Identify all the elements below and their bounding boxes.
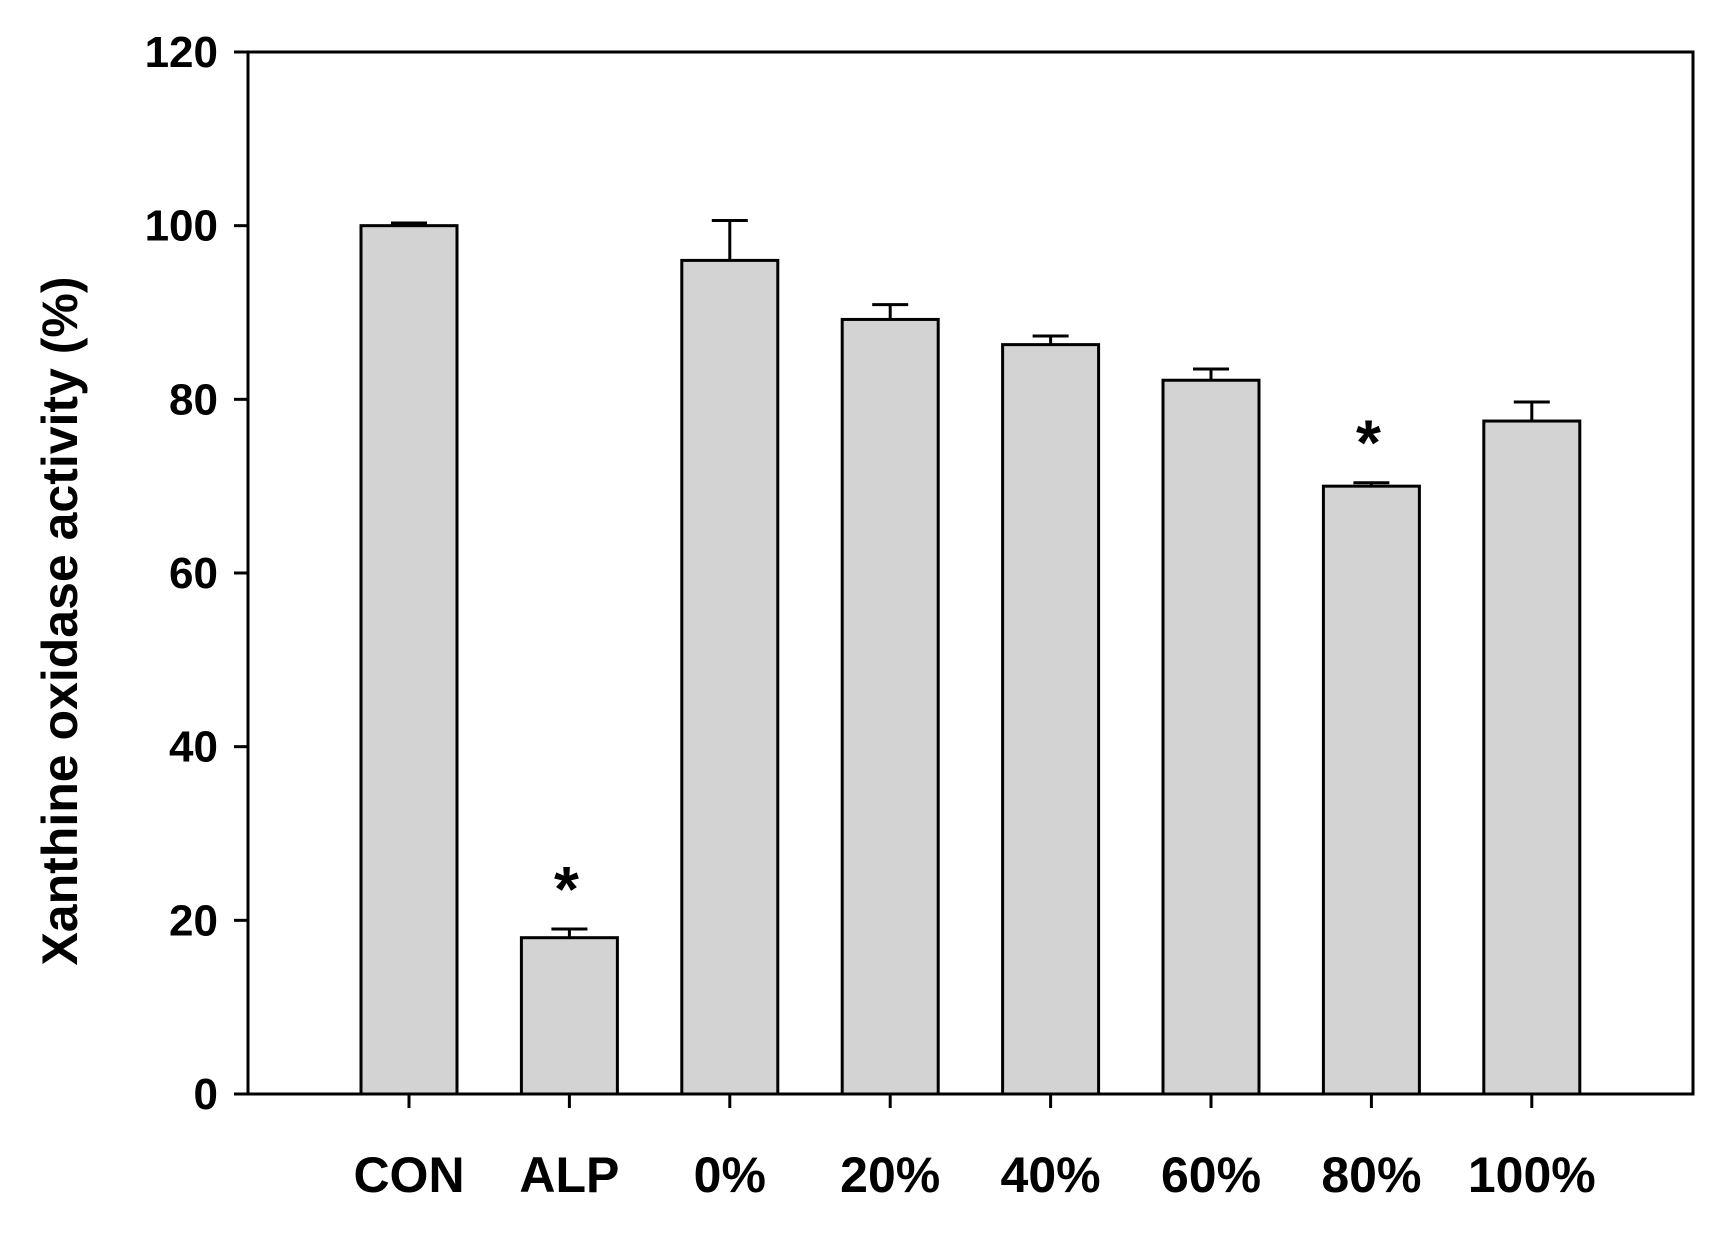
plot-frame xyxy=(246,50,1695,1096)
x-category-label: ALP xyxy=(519,1147,619,1203)
error-bars xyxy=(391,218,1550,938)
significance-star: * xyxy=(554,853,579,925)
bar xyxy=(1321,484,1421,1096)
bar xyxy=(359,224,459,1096)
y-tick-label: 100 xyxy=(145,202,218,251)
bar xyxy=(519,936,619,1096)
y-tick-label: 80 xyxy=(169,375,218,424)
y-tick-label: 40 xyxy=(169,723,218,772)
bar xyxy=(1001,343,1101,1096)
y-tick-label: 0 xyxy=(194,1070,218,1119)
y-axis-label: Xanthine oxidase activity (%) xyxy=(32,276,88,965)
x-category-label: 0% xyxy=(694,1147,766,1203)
y-axis: 0 20 40 60 80 100 120 xyxy=(145,28,248,1119)
y-tick-label: 60 xyxy=(169,549,218,598)
y-tick-label: 120 xyxy=(145,28,218,77)
x-category-label: 20% xyxy=(840,1147,940,1203)
bar xyxy=(840,317,940,1096)
x-category-label: 40% xyxy=(1001,1147,1101,1203)
bar xyxy=(1482,419,1582,1096)
bar xyxy=(1161,378,1261,1096)
x-category-label: 60% xyxy=(1161,1147,1261,1203)
significance-markers: ** xyxy=(554,407,1381,925)
x-category-label: 80% xyxy=(1321,1147,1421,1203)
y-tick-label: 20 xyxy=(169,896,218,945)
x-category-label: 100% xyxy=(1468,1147,1596,1203)
plot-border xyxy=(246,50,1695,1096)
x-axis: CON ALP 0% 20% 40% 60% 80% 100% xyxy=(353,1094,1596,1203)
bar xyxy=(680,258,780,1096)
significance-star: * xyxy=(1356,407,1381,479)
x-category-label: CON xyxy=(353,1147,464,1203)
bars xyxy=(359,224,1582,1096)
